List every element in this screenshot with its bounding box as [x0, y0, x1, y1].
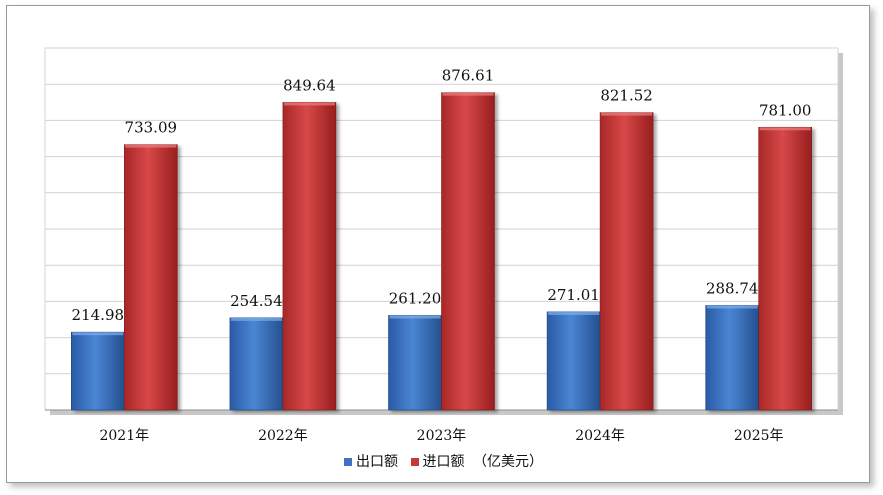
data-label-export: 288.74 — [706, 279, 759, 297]
legend-swatch-import — [410, 458, 419, 466]
bar-top-highlight — [283, 102, 335, 106]
data-label-import: 781.00 — [759, 101, 812, 119]
legend-label-import: 进口额 — [422, 454, 465, 470]
legend: 出口额 进口额 （亿美元） — [0, 451, 883, 471]
bar-top-highlight — [442, 92, 494, 96]
x-axis-tick-labels: 2021年 2022年 2023年 2024年 2025年 — [99, 428, 783, 444]
bar-top-highlight — [548, 311, 600, 315]
bar-top-highlight — [601, 112, 653, 116]
data-label-import: 733.09 — [125, 119, 178, 137]
unit-note: （亿美元） — [472, 454, 543, 470]
bar-import — [758, 126, 813, 411]
bar-top-highlight — [759, 127, 811, 131]
x-tick-label: 2025年 — [734, 428, 784, 444]
bar-top-highlight — [72, 332, 124, 336]
legend-label-export: 出口额 — [356, 454, 399, 470]
data-label-export: 261.20 — [389, 289, 442, 307]
x-tick-label: 2021年 — [99, 428, 149, 444]
bar-export — [388, 315, 442, 411]
data-label-import: 849.64 — [283, 76, 336, 94]
x-tick-label: 2023年 — [417, 428, 467, 444]
bar-export — [229, 317, 284, 411]
data-label-import: 876.61 — [442, 67, 495, 85]
bars — [71, 92, 813, 411]
data-label-export: 214.98 — [72, 306, 125, 324]
data-label-export: 271.01 — [547, 286, 600, 304]
x-tick-label: 2024年 — [575, 428, 625, 444]
bar-import — [599, 112, 654, 411]
data-label-export: 254.54 — [230, 292, 283, 310]
data-label-import: 821.52 — [600, 87, 653, 105]
data-labels: 214.98 733.09 254.54 849.64 261.20 876.61 271.… — [72, 67, 812, 325]
bar-top-highlight — [706, 305, 758, 309]
bar-import — [124, 144, 178, 411]
bar-top-highlight — [389, 315, 441, 319]
bar-import — [282, 102, 337, 411]
bar-top-highlight — [230, 317, 282, 321]
bar-export — [705, 305, 760, 411]
legend-swatch-export — [344, 458, 353, 466]
x-tick-label: 2022年 — [258, 428, 308, 444]
bar-export — [546, 311, 601, 411]
legend-item-import: 进口额 — [410, 451, 465, 471]
bar-import — [441, 92, 495, 411]
bar-top-highlight — [125, 144, 177, 148]
bar-export — [71, 331, 125, 411]
legend-item-export: 出口额 — [344, 451, 398, 471]
